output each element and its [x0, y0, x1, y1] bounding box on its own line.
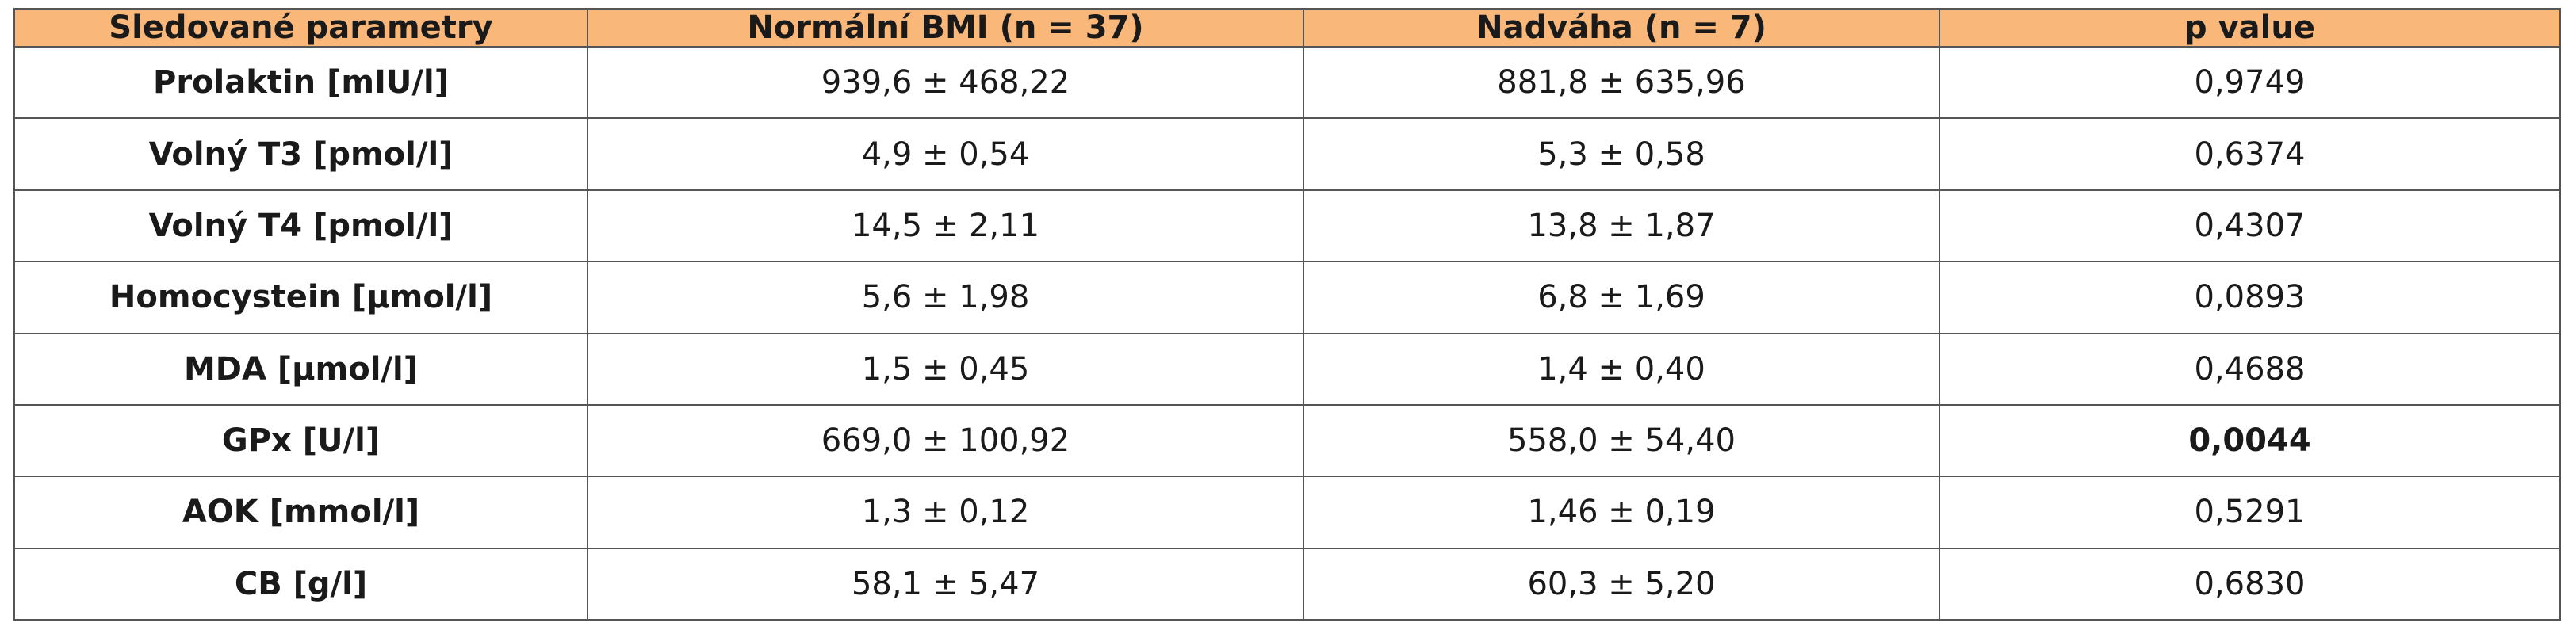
- header-row: Sledované parametry Normální BMI (n = 37)…: [13, 8, 2561, 48]
- row-label: Volný T3 [pmol/l]: [13, 117, 588, 191]
- table-cell: 1,3 ± 0,12: [587, 476, 1304, 549]
- header-cell: Normální BMI (n = 37): [587, 8, 1304, 48]
- table-row: Prolaktin [mIU/l] 939,6 ± 468,22 881,8 ± 6…: [13, 45, 2561, 120]
- row-label: AOK [mmol/l]: [13, 476, 588, 549]
- header-cell: p value: [1939, 8, 2561, 48]
- table-cell: 939,6 ± 468,22: [587, 45, 1304, 120]
- row-label: MDA [µmol/l]: [13, 332, 588, 406]
- row-label: Prolaktin [mIU/l]: [13, 45, 588, 120]
- table-cell: 1,4 ± 0,40: [1303, 332, 1940, 406]
- table-cell: 5,6 ± 1,98: [587, 261, 1304, 334]
- table-row: Volný T3 [pmol/l] 4,9 ± 0,54 5,3 ± 0,58 0,6…: [13, 117, 2561, 191]
- table-cell: 58,1 ± 5,47: [587, 547, 1304, 621]
- row-label: Homocystein [µmol/l]: [13, 261, 588, 334]
- row-label: GPx [U/l]: [13, 403, 588, 478]
- table-row: AOK [mmol/l] 1,3 ± 0,12 1,46 ± 0,19 0,5291: [13, 476, 2561, 549]
- table-cell: 0,6830: [1939, 547, 2561, 621]
- row-label: Volný T4 [pmol/l]: [13, 189, 588, 263]
- table-cell: 1,46 ± 0,19: [1303, 476, 1940, 549]
- table-cell: 4,9 ± 0,54: [587, 117, 1304, 191]
- table-row: Volný T4 [pmol/l] 14,5 ± 2,11 13,8 ± 1,87 0…: [13, 189, 2561, 263]
- table-cell: 1,5 ± 0,45: [587, 332, 1304, 406]
- table-cell: 558,0 ± 54,40: [1303, 403, 1940, 478]
- table-cell: 6,8 ± 1,69: [1303, 261, 1940, 334]
- table-cell: 14,5 ± 2,11: [587, 189, 1304, 263]
- header-cell: Sledované parametry: [13, 8, 588, 48]
- table-row: MDA [µmol/l] 1,5 ± 0,45 1,4 ± 0,40 0,4688: [13, 332, 2561, 406]
- table-cell: 0,5291: [1939, 476, 2561, 549]
- table-cell: 0,4688: [1939, 332, 2561, 406]
- table-cell: 881,8 ± 635,96: [1303, 45, 1940, 120]
- table-row: GPx [U/l] 669,0 ± 100,92 558,0 ± 54,40 0,00…: [13, 403, 2561, 478]
- table-cell: 0,6374: [1939, 117, 2561, 191]
- table-cell: 0,4307: [1939, 189, 2561, 263]
- table-cell: 5,3 ± 0,58: [1303, 117, 1940, 191]
- table-header: Sledované parametry Normální BMI (n = 37)…: [13, 8, 2561, 48]
- table-cell: 60,3 ± 5,20: [1303, 547, 1940, 621]
- table-body: Prolaktin [mIU/l] 939,6 ± 468,22 881,8 ± 6…: [13, 45, 2561, 621]
- results-table: Sledované parametry Normální BMI (n = 37)…: [13, 8, 2561, 621]
- table-cell: 0,0893: [1939, 261, 2561, 334]
- table-cell: 669,0 ± 100,92: [587, 403, 1304, 478]
- table-row: Homocystein [µmol/l] 5,6 ± 1,98 6,8 ± 1,69…: [13, 261, 2561, 334]
- table-row: CB [g/l] 58,1 ± 5,47 60,3 ± 5,20 0,6830: [13, 547, 2561, 621]
- table-cell: 0,9749: [1939, 45, 2561, 120]
- table-cell: 0,0044: [1939, 403, 2561, 478]
- table-cell: 13,8 ± 1,87: [1303, 189, 1940, 263]
- row-label: CB [g/l]: [13, 547, 588, 621]
- header-cell: Nadváha (n = 7): [1303, 8, 1940, 48]
